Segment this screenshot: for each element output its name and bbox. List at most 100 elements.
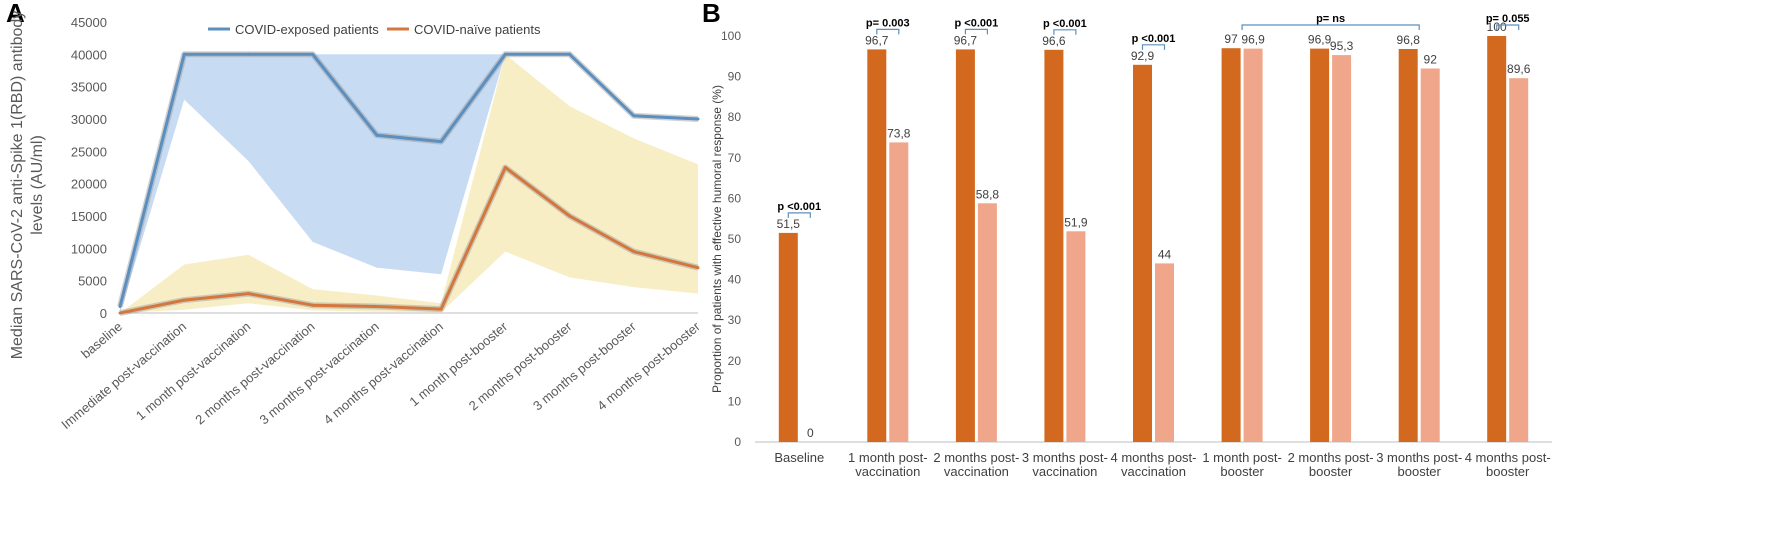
panel-b-y-tick: 50: [728, 232, 742, 246]
bar-exposed: [1310, 48, 1330, 442]
panel-b-x-tick: 3 months post-: [1022, 450, 1108, 465]
data-label-exposed: 96,8: [1397, 33, 1421, 47]
series-point-exposed: [182, 52, 186, 56]
series-point-naive: [503, 166, 507, 169]
significance-label: p <0.001: [955, 17, 999, 29]
panel-a-y-tick: 10000: [71, 241, 107, 256]
significance-bracket: [1053, 29, 1077, 35]
panel-a-y-label-line-1: Median SARS-CoV-2 anti-Spike 1(RBD) anti…: [9, 11, 26, 360]
series-point-naive: [439, 307, 443, 311]
panel-a-letter: A: [6, 0, 25, 28]
bar-exposed: [1221, 48, 1241, 442]
series-point-naive: [375, 305, 379, 308]
bar-exposed: [1487, 36, 1507, 442]
data-label-exposed: 92,9: [1131, 49, 1155, 63]
significance-bracket: [1241, 24, 1420, 30]
band-exposed: [120, 54, 698, 314]
data-label-exposed: 96,9: [1308, 33, 1332, 47]
bar-exposed: [1044, 49, 1064, 443]
panel-b-data-labels: 51,596,7 96,7 96,692,997 96,9 96,8100073,858…: [777, 20, 1531, 440]
data-label-naive: 51,9: [1064, 215, 1088, 229]
panel-a-legend: COVID-exposed patients COVID-naïve patie…: [208, 22, 541, 37]
panel-b-x-tick: 1 month post-: [848, 450, 928, 465]
bar-naive: [1066, 231, 1086, 442]
panel-b-x-tick: vaccination: [855, 464, 920, 479]
panel-b-x-tick: vaccination: [944, 464, 1009, 479]
series-point-exposed: [375, 133, 379, 137]
data-label-naive: 89,6: [1507, 62, 1531, 76]
panel-b-significance: p <0.001 p= 0.003 p <0.001 p <0.001 p <0.001…: [777, 13, 1530, 218]
panel-a-y-tick: 40000: [71, 47, 107, 62]
data-label-naive: 73,8: [887, 126, 911, 140]
significance-label: p= 0.055: [1486, 13, 1530, 25]
panel-b-x-tick: booster: [1398, 464, 1442, 479]
data-label-exposed: 51,5: [777, 217, 801, 231]
panel-b-x-tick: 1 month post-: [1202, 450, 1282, 465]
panel-a-y-tick: 20000: [71, 177, 107, 192]
bar-naive: [977, 203, 997, 442]
significance-label: p= 0.003: [866, 17, 910, 29]
data-label-exposed: 96,7: [865, 33, 889, 47]
significance-bracket: [964, 28, 988, 35]
panel-b-y-tick: 70: [728, 151, 742, 165]
panel-b-x-tick: booster: [1486, 464, 1530, 479]
significance-bracket: [1496, 24, 1520, 30]
panel-a-bands: [120, 54, 698, 314]
panel-b-y-tick: 80: [728, 110, 742, 124]
bar-naive: [1332, 55, 1352, 442]
series-line-naive: [119, 166, 699, 315]
bar-naive: [1243, 48, 1263, 442]
panel-a-y-tick: 25000: [71, 144, 107, 159]
data-label-exposed: 97: [1224, 32, 1238, 46]
panel-b-y-ticks: 0 10 20 30 40 50 60 70 80 90 100: [721, 29, 741, 449]
series-point-exposed: [632, 114, 636, 118]
series-point-exposed: [118, 305, 122, 308]
panel-b-y-tick: 0: [734, 435, 741, 449]
panel-b-x-tick: 4 months post-: [1111, 450, 1197, 465]
series-point-exposed: [246, 52, 250, 56]
bar-exposed: [867, 49, 887, 443]
bar-exposed: [1398, 49, 1418, 442]
series-point-naive: [632, 250, 636, 254]
panel-b-x-tick: booster: [1309, 464, 1353, 479]
panel-b-y-tick: 30: [728, 313, 742, 327]
panel-a-y-tick: 45000: [71, 15, 107, 30]
bar-exposed: [1133, 64, 1152, 443]
panel-b-letter: B: [702, 0, 721, 28]
panel-a-lines: [117, 51, 700, 316]
data-label-naive: 92: [1424, 53, 1438, 67]
panel-a-y-label-line-2: levels (AU/ml): [29, 135, 46, 235]
bar-exposed: [955, 49, 975, 443]
significance-bracket: [876, 28, 900, 35]
series-point-exposed: [696, 117, 700, 121]
significance-label: p= ns: [1316, 13, 1345, 25]
band-naive: [120, 54, 698, 314]
panel-a-y-ticks: 0 5000 10000 15000 20000 25000 30000 35000 40000…: [71, 15, 107, 321]
data-label-naive: 0: [807, 426, 814, 440]
panel-a-y-tick: 0: [100, 306, 107, 321]
panel-b-y-label: Proportion of patients with effective hu…: [710, 85, 724, 393]
series-point-naive: [118, 311, 122, 315]
significance-bracket: [1141, 44, 1166, 50]
panel-b-y-tick: 20: [728, 354, 742, 368]
significance-label: p <0.001: [777, 201, 821, 213]
panel-a-y-tick: 35000: [71, 80, 107, 95]
data-label-naive: 95,3: [1330, 39, 1354, 53]
panel-b-x-tick: booster: [1220, 464, 1264, 479]
data-label-naive: 58,8: [976, 187, 1000, 201]
bar-naive: [1420, 68, 1440, 442]
series-point-naive: [568, 214, 572, 218]
legend-label-naive: COVID-naïve patients: [414, 22, 541, 37]
panel-b-x-tick: 4 months post-: [1465, 450, 1551, 465]
bar-naive: [1509, 78, 1529, 442]
series-point-naive: [696, 266, 700, 270]
series-line-exposed: [118, 52, 699, 307]
panel-b-x-tick: Baseline: [774, 450, 824, 465]
series-point-naive: [311, 303, 315, 307]
panel-a-y-tick: 15000: [71, 209, 107, 224]
panel-b-bars: [778, 36, 1529, 443]
panel-b-y-tick: 10: [728, 394, 742, 408]
panel-b-y-tick: 100: [721, 29, 741, 43]
